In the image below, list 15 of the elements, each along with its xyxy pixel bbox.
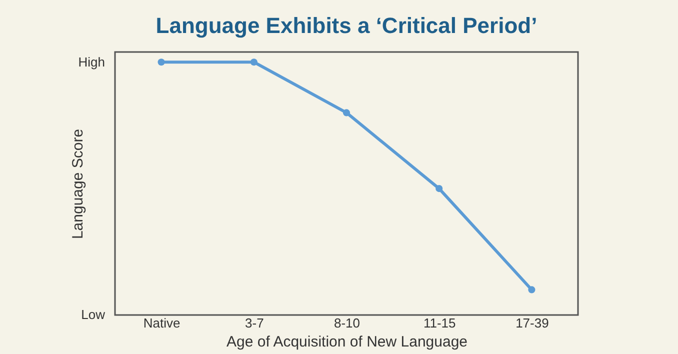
x-axis-title: Age of Acquisition of New Language xyxy=(226,334,468,350)
point xyxy=(158,58,165,66)
x-tick-label: Native xyxy=(143,316,180,330)
chart-title: Language Exhibits a ‘Critical Period’ xyxy=(156,13,538,38)
point xyxy=(436,185,443,192)
y-axis-title: Language Score xyxy=(70,128,86,240)
text: High xyxy=(78,54,105,70)
x-tick-label: 11-15 xyxy=(423,316,456,330)
text: Low xyxy=(81,307,106,322)
point xyxy=(342,109,350,116)
x-tick-label: 17-39 xyxy=(516,316,549,330)
point xyxy=(528,286,536,294)
x-tick-label: 8-10 xyxy=(334,316,360,330)
point xyxy=(250,58,258,66)
x-tick-label: 3-7 xyxy=(245,316,264,330)
